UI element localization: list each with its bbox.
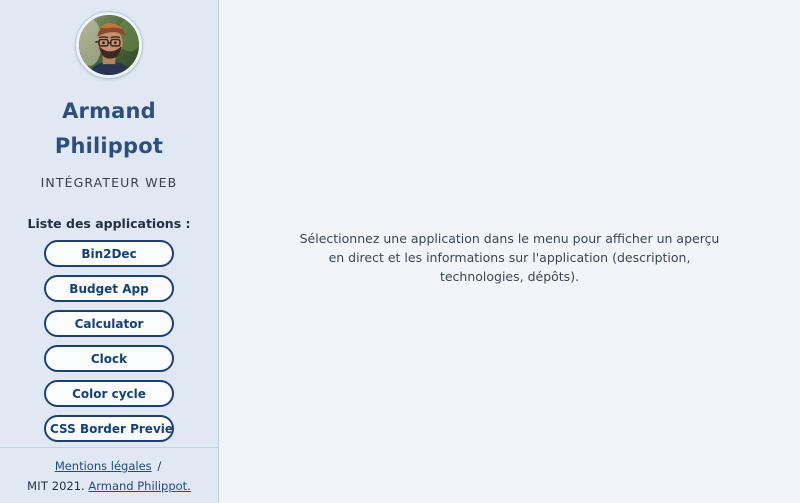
legal-notice-link[interactable]: Mentions légales: [54, 459, 152, 473]
main-content: Sélectionnez une application dans le men…: [219, 0, 800, 503]
sidebar: Armand Philippot INTÉGRATEUR WEB Liste d…: [0, 0, 219, 503]
site-name-last: Philippot: [54, 134, 164, 158]
list-item: Clock: [44, 345, 174, 372]
footer-separator: /: [157, 459, 162, 473]
site-name: Armand Philippot: [0, 94, 218, 164]
list-item: CSS Border Previewer: [44, 415, 174, 442]
list-item: Bin2Dec: [44, 240, 174, 267]
avatar-photo-icon: [79, 15, 139, 75]
footer-copyright-line: MIT 2021. Armand Philippot.: [0, 476, 218, 496]
list-item: Budget App: [44, 275, 174, 302]
app-button-calculator[interactable]: Calculator: [44, 310, 174, 337]
avatar-wrapper: [0, 12, 218, 78]
app-button-bin2dec[interactable]: Bin2Dec: [44, 240, 174, 267]
copyright-year: 2021.: [51, 479, 85, 493]
app-button-color-cycle[interactable]: Color cycle: [44, 380, 174, 407]
app-list-label: Liste des applications :: [27, 216, 191, 231]
sidebar-scroll-region[interactable]: Armand Philippot INTÉGRATEUR WEB Liste d…: [0, 0, 218, 447]
app-button-clock[interactable]: Clock: [44, 345, 174, 372]
license-label: MIT: [27, 479, 49, 493]
site-name-first: Armand: [62, 99, 156, 123]
app-button-css-border-previewer[interactable]: CSS Border Previewer: [44, 415, 174, 442]
author-link[interactable]: Armand Philippot.: [88, 479, 191, 493]
list-item: Calculator: [44, 310, 174, 337]
footer-legal-line: Mentions légales /: [0, 456, 218, 476]
app-list: Bin2Dec Budget App Calculator Clock Colo…: [0, 240, 218, 447]
empty-state-message: Sélectionnez une application dans le men…: [299, 231, 720, 284]
list-item: Color cycle: [44, 380, 174, 407]
avatar: [76, 12, 142, 78]
job-title: INTÉGRATEUR WEB: [40, 175, 178, 190]
sidebar-footer: Mentions légales / MIT 2021. Armand Phil…: [0, 447, 218, 503]
app-button-budget-app[interactable]: Budget App: [44, 275, 174, 302]
